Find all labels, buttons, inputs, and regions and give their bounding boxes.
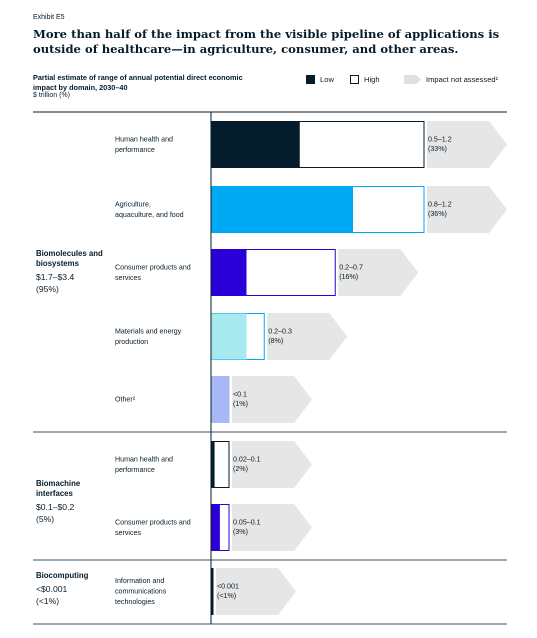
legend-high: High — [350, 75, 380, 84]
legend-high-label: High — [364, 75, 380, 84]
bar-low — [211, 376, 229, 423]
bar-low — [211, 121, 300, 168]
not-assessed-chevron — [232, 441, 312, 488]
chart-title: More than half of the impact from the vi… — [33, 27, 500, 56]
category-label: Consumer products and services — [115, 263, 191, 282]
not-assessed-chevron — [427, 121, 507, 168]
group-range: $1.7–$3.4 — [36, 272, 74, 282]
bar-low — [211, 504, 220, 551]
bar-low — [211, 186, 353, 233]
group-name: Biomolecules and biosystems — [36, 249, 103, 268]
legend-low: Low — [306, 75, 334, 84]
value-label: 0.02–0.1 (2%) — [233, 456, 261, 474]
group-name: Biocomputing — [36, 571, 89, 580]
bar-low — [211, 313, 247, 360]
legend-low-swatch — [306, 75, 315, 84]
category-label: Human health and performance — [115, 135, 173, 154]
not-assessed-chevron — [232, 376, 312, 423]
legend-chevron-swatch — [404, 75, 421, 84]
bar-low — [211, 441, 215, 488]
group-share: (<1%) — [36, 596, 59, 606]
not-assessed-chevron — [267, 313, 348, 360]
bar-low — [211, 249, 247, 296]
group-name: Biomachine interfaces — [36, 479, 81, 498]
legend-low-label: Low — [320, 75, 334, 84]
legend-not-assessed-label: Impact not assessed¹ — [426, 75, 499, 84]
value-label: 0.05–0.1 (3%) — [233, 519, 261, 537]
value-label: <0.1 (1%) — [233, 391, 248, 409]
exhibit-label: Exhibit E5 — [33, 14, 65, 21]
units-label: $ trillion (%) — [33, 92, 70, 99]
chart-subtitle: Partial estimate of range of annual pote… — [33, 73, 243, 92]
category-label: Information and communications technologie… — [115, 577, 167, 606]
group-range: $0.1–$0.2 — [36, 502, 74, 512]
category-label: Materials and energy production — [115, 327, 182, 346]
not-assessed-chevron — [427, 186, 507, 233]
category-label: Human health and performance — [115, 455, 173, 474]
category-label: Agriculture, aquaculture, and food — [115, 200, 184, 219]
value-label: <0.001 (<1%) — [217, 583, 239, 601]
category-label: Consumer products and services — [115, 518, 191, 537]
legend-high-swatch — [350, 75, 359, 84]
group-share: (95%) — [36, 284, 59, 294]
legend-not-assessed: Impact not assessed¹ — [404, 75, 498, 84]
group-range: <$0.001 — [36, 584, 68, 594]
value-label: 0.8–1.2 (36%) — [428, 201, 452, 219]
value-label: 0.2–0.7 (16%) — [339, 264, 363, 282]
value-label: 0.5–1.2 (33%) — [428, 136, 452, 154]
bar-low — [211, 568, 213, 615]
value-label: 0.2–0.3 (8%) — [268, 328, 292, 346]
not-assessed-chevron — [232, 504, 312, 551]
not-assessed-chevron — [338, 249, 419, 296]
not-assessed-chevron — [216, 568, 296, 615]
category-label: Other² — [115, 396, 136, 404]
group-share: (5%) — [36, 514, 54, 524]
